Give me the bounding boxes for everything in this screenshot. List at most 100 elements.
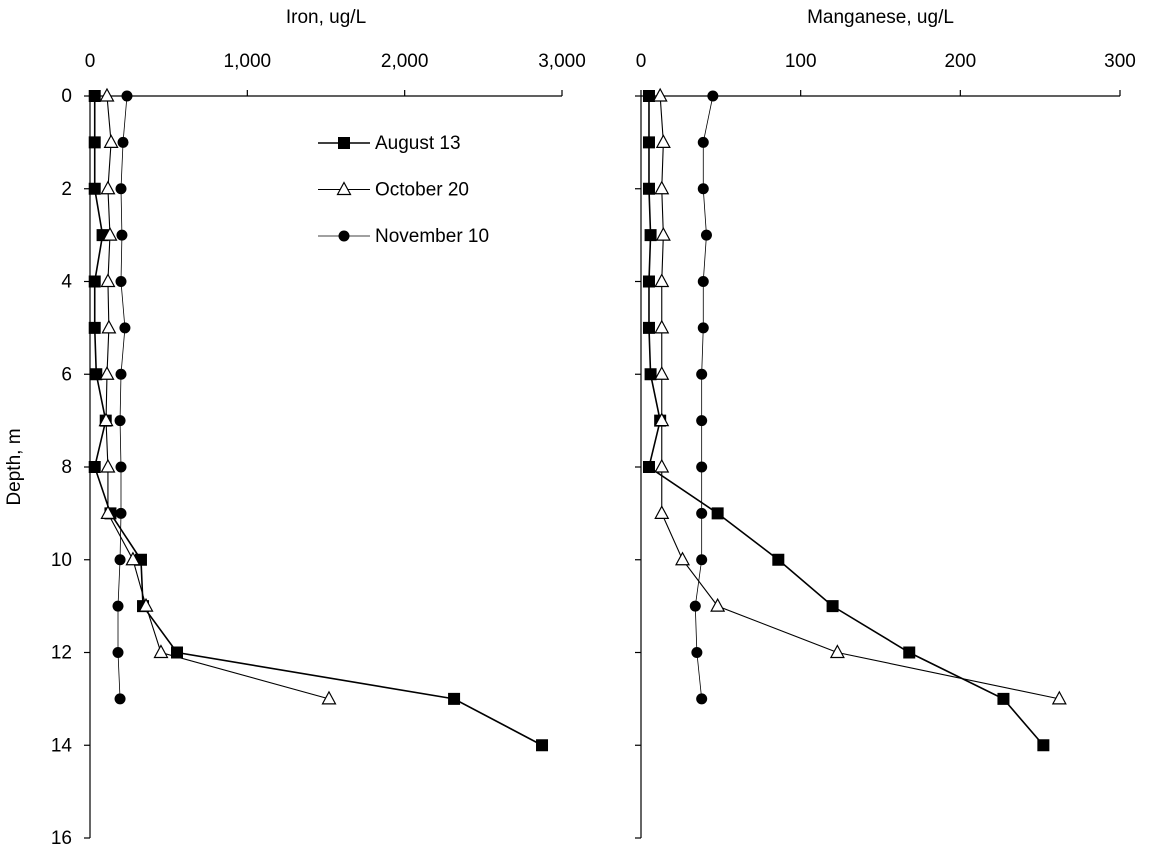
marker — [98, 412, 114, 427]
legend-marker — [338, 137, 350, 149]
x-tick-label: 3,000 — [538, 51, 586, 72]
marker — [100, 180, 116, 195]
marker — [696, 368, 708, 380]
marker — [642, 90, 655, 102]
legend-label: August 13 — [375, 133, 461, 154]
marker — [826, 600, 839, 613]
marker — [655, 134, 671, 148]
marker — [88, 461, 101, 473]
marker — [1051, 690, 1067, 705]
x-tick-label: 200 — [944, 51, 976, 72]
marker — [697, 322, 709, 334]
axis-title: Iron, ug/L — [286, 7, 366, 28]
marker — [153, 644, 169, 659]
marker — [654, 365, 670, 380]
marker — [697, 276, 709, 287]
marker — [655, 226, 671, 241]
series-line — [648, 96, 1044, 746]
legend-label: November 10 — [375, 226, 489, 247]
marker — [644, 368, 657, 381]
marker — [997, 692, 1010, 705]
marker — [654, 505, 670, 519]
marker — [90, 368, 103, 381]
y-tick-label: 14 — [51, 735, 73, 756]
series-line — [117, 95, 128, 699]
marker — [116, 229, 128, 241]
marker — [654, 180, 670, 195]
marker — [114, 415, 126, 427]
marker — [1037, 739, 1050, 752]
marker — [102, 226, 118, 241]
marker — [642, 321, 655, 334]
marker — [642, 461, 655, 473]
x-tick-label: 0 — [85, 51, 96, 72]
marker — [642, 136, 655, 149]
legend-marker — [338, 230, 350, 242]
marker — [772, 553, 785, 566]
x-tick-label: 100 — [785, 51, 817, 72]
y-tick-label: 8 — [61, 457, 72, 478]
marker — [654, 412, 670, 427]
marker — [654, 458, 670, 473]
marker — [115, 183, 127, 195]
marker — [114, 554, 126, 566]
marker — [100, 505, 116, 519]
series-line — [659, 95, 1060, 700]
x-tick-label: 300 — [1104, 51, 1136, 72]
marker — [321, 690, 337, 705]
marker — [448, 692, 461, 705]
marker — [112, 647, 124, 658]
marker — [536, 739, 549, 752]
marker — [697, 136, 709, 148]
y-tick-label: 6 — [61, 364, 72, 385]
marker — [115, 276, 127, 287]
marker — [88, 275, 101, 288]
marker — [903, 646, 916, 659]
marker — [138, 597, 154, 612]
marker — [642, 182, 655, 195]
marker — [707, 90, 719, 102]
marker — [700, 229, 712, 241]
series-line — [105, 95, 330, 700]
marker — [652, 87, 668, 102]
marker — [114, 693, 126, 705]
marker — [101, 319, 117, 334]
marker — [696, 415, 708, 427]
axis-title: Manganese, ug/L — [807, 7, 954, 28]
legend-marker — [336, 181, 352, 196]
y-tick-label: 16 — [51, 828, 72, 849]
y-tick-label: 12 — [51, 643, 72, 664]
y-tick-label: 10 — [51, 550, 72, 571]
marker — [125, 551, 141, 566]
marker — [675, 551, 691, 566]
marker — [829, 644, 845, 659]
marker — [710, 597, 726, 612]
marker — [88, 90, 101, 102]
x-tick-label: 1,000 — [224, 51, 272, 72]
marker — [711, 507, 724, 520]
marker — [117, 136, 129, 148]
marker — [642, 275, 655, 288]
marker — [696, 507, 708, 519]
marker — [119, 322, 131, 334]
marker — [112, 600, 124, 612]
marker — [691, 647, 703, 658]
marker — [696, 693, 708, 705]
marker — [100, 273, 116, 288]
marker — [99, 365, 115, 380]
marker — [689, 600, 701, 612]
marker — [103, 134, 119, 148]
marker — [115, 461, 127, 473]
marker — [100, 458, 116, 473]
y-axis-title: Depth, m — [4, 428, 25, 505]
marker — [171, 646, 184, 659]
marker — [88, 182, 101, 195]
marker — [696, 461, 708, 473]
marker — [697, 183, 709, 195]
x-tick-label: 0 — [636, 51, 647, 72]
marker — [654, 319, 670, 334]
marker — [644, 229, 657, 242]
x-tick-label: 2,000 — [381, 51, 429, 72]
y-tick-label: 2 — [61, 179, 72, 200]
